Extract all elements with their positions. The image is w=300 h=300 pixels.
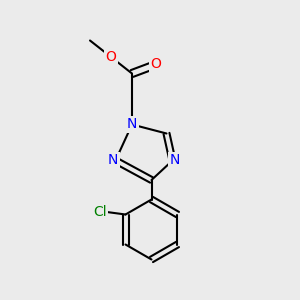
Text: O: O — [151, 58, 161, 71]
Text: N: N — [108, 154, 118, 167]
Text: O: O — [106, 50, 116, 64]
Text: Cl: Cl — [93, 205, 107, 218]
Text: N: N — [127, 118, 137, 131]
Text: N: N — [170, 154, 180, 167]
